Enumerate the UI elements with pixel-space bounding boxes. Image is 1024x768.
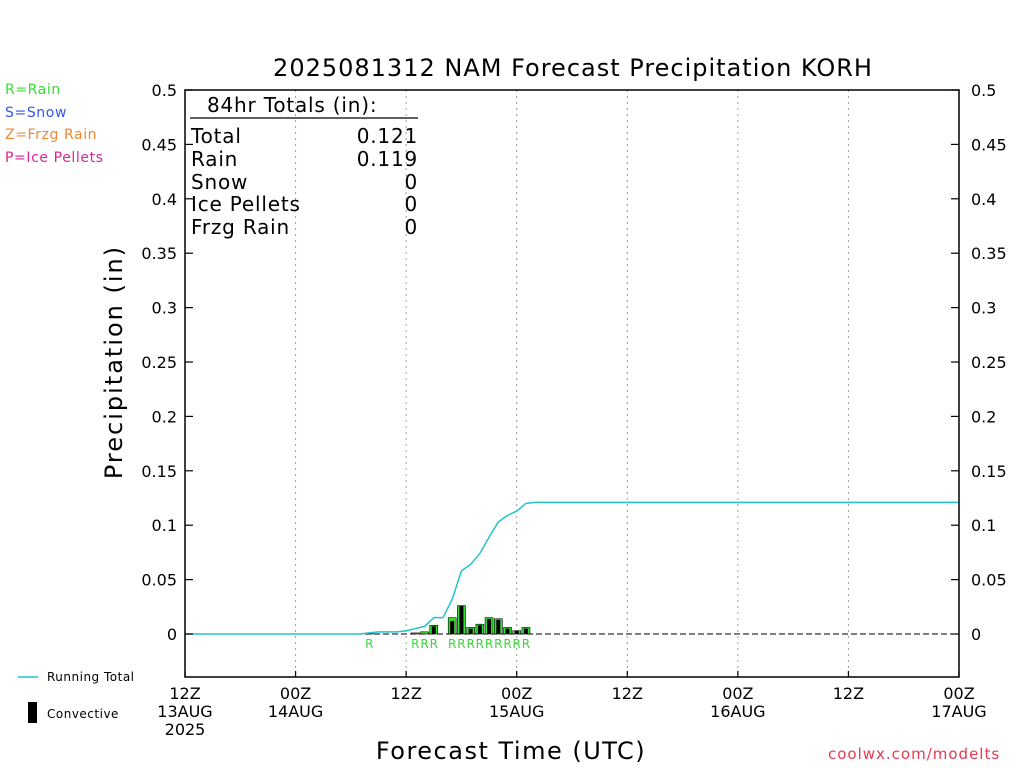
y-tick-label-right: 0.3 (971, 299, 996, 318)
y-tick-label-left: 0 (167, 625, 177, 644)
y-tick-label-right: 0.5 (971, 81, 996, 100)
x-tick-label: 12Z (833, 684, 864, 703)
y-tick-label-left: 0.1 (152, 516, 177, 535)
totals-heading: 84hr Totals (in): (207, 93, 377, 117)
convective-bar (459, 605, 464, 634)
ptype-label: R (476, 637, 484, 651)
y-tick-label-right: 0.2 (971, 407, 996, 426)
ptype-label: R (420, 637, 428, 651)
ptype-label: R (513, 637, 521, 651)
ptype-label: R (494, 637, 502, 651)
legend-ice-pellets: P=Ice Pellets (5, 150, 104, 166)
convective-legend-label: Convective (47, 707, 119, 721)
totals-value-snow: 0 (404, 170, 418, 194)
x-tick-label: 00Z (943, 684, 974, 703)
x-tick-label: 00Z (722, 684, 753, 703)
y-tick-label-right: 0.05 (971, 571, 1007, 590)
convective-bar (505, 628, 510, 634)
ptype-label: R (411, 637, 419, 651)
ptype-label: R (522, 637, 530, 651)
legend-frzg-rain: Z=Frzg Rain (5, 127, 98, 143)
running-total-legend-label: Running Total (47, 670, 135, 684)
convective-bar (431, 626, 436, 634)
totals-label-frzg-rain: Frzg Rain (191, 215, 290, 239)
y-tick-label-left: 0.4 (152, 190, 177, 209)
axes: 0 00.05 0.050.1 0.10.15 0.150.2 0.20.25 0.250.… (141, 81, 1006, 739)
y-tick-label-left: 0.3 (152, 299, 177, 318)
ptype-label: R (457, 637, 465, 651)
ptype-label: R (448, 637, 456, 651)
chart-title: 2025081312 NAM Forecast Precipitation KO… (273, 54, 873, 82)
totals-label-ice-pellets: Ice Pellets (191, 192, 301, 216)
y-tick-label-right: 0.1 (971, 516, 996, 535)
convective-bar (523, 628, 528, 634)
grid-lines (185, 90, 959, 677)
x-tick-label: 13AUG (157, 702, 212, 721)
rain-bar (411, 632, 420, 635)
y-tick-label-left: 0.25 (141, 353, 177, 372)
credit-link[interactable]: coolwx.com/modelts (828, 745, 1001, 763)
totals-value-total: 0.121 (357, 124, 418, 148)
rain-bar (420, 631, 429, 635)
x-tick-label: 14AUG (268, 702, 323, 721)
y-tick-label-right: 0.35 (971, 244, 1007, 263)
totals-value-ice-pellets: 0 (404, 192, 418, 216)
x-tick-label: 2025 (165, 720, 206, 739)
y-tick-label-right: 0.4 (971, 190, 996, 209)
totals-value-frzg-rain: 0 (404, 215, 418, 239)
convective-bar (496, 619, 501, 634)
convective-bar (450, 620, 455, 634)
x-tick-label: 00Z (501, 684, 532, 703)
y-tick-label-right: 0.15 (971, 462, 1007, 481)
legend-snow: S=Snow (5, 105, 67, 121)
x-tick-label: 12Z (612, 684, 643, 703)
convective-bar (514, 630, 519, 634)
totals-label-snow: Snow (191, 170, 248, 194)
ptype-label: R (485, 637, 493, 651)
totals-box: 84hr Totals (in): Total 0.121 Rain 0.119… (190, 93, 418, 239)
y-tick-label-left: 0.15 (141, 462, 177, 481)
convective-bar (468, 628, 473, 634)
ptype-label: R (503, 637, 511, 651)
totals-label-total: Total (190, 124, 242, 148)
x-axis-label: Forecast Time (UTC) (376, 737, 646, 765)
y-tick-label-left: 0.2 (152, 407, 177, 426)
ptype-label: R (430, 637, 438, 651)
y-tick-label-left: 0.5 (152, 81, 177, 100)
running-total-line (185, 501, 959, 635)
x-tick-label: 17AUG (931, 702, 986, 721)
y-tick-label-right: 0 (971, 625, 981, 644)
x-tick-label: 00Z (280, 684, 311, 703)
y-tick-label-left: 0.05 (141, 571, 177, 590)
y-tick-label-right: 0.25 (971, 353, 1007, 372)
y-tick-label-right: 0.45 (971, 135, 1007, 154)
x-tick-label: 12Z (390, 684, 421, 703)
x-tick-label: 12Z (169, 684, 200, 703)
y-tick-label-left: 0.35 (141, 244, 177, 263)
convective-legend-swatch (28, 702, 37, 723)
y-tick-label-left: 0.45 (141, 135, 177, 154)
x-tick-label: 16AUG (710, 702, 765, 721)
ptype-label: R (466, 637, 474, 651)
legend-rain: R=Rain (5, 82, 61, 98)
convective-bar (477, 625, 482, 634)
plot-frame (184, 89, 960, 678)
y-axis-label: Precipitation (in) (100, 245, 128, 479)
convective-bar (487, 618, 492, 634)
x-tick-label: 15AUG (489, 702, 544, 721)
totals-label-rain: Rain (191, 147, 238, 171)
totals-value-rain: 0.119 (357, 147, 418, 171)
ptype-label: R (365, 637, 373, 651)
